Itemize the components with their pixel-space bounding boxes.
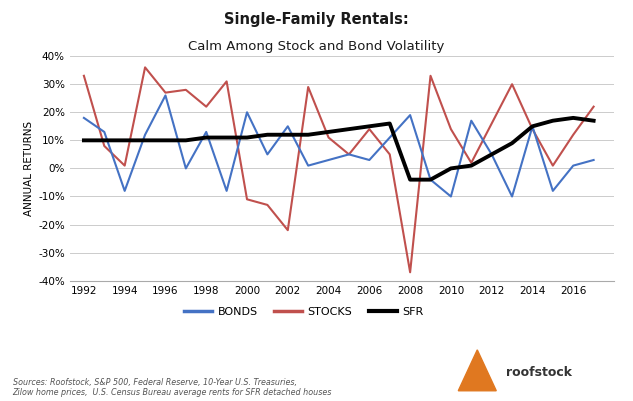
Text: roofstock: roofstock	[506, 366, 572, 379]
Text: Single-Family Rentals:: Single-Family Rentals:	[224, 12, 409, 27]
Text: Sources: Roofstock, S&P 500, Federal Reserve, 10-Year U.S. Treasuries,
Zilow hom: Sources: Roofstock, S&P 500, Federal Res…	[13, 378, 332, 397]
Polygon shape	[458, 350, 496, 391]
Y-axis label: ANNUAL RETURNS: ANNUAL RETURNS	[24, 121, 34, 216]
Text: Calm Among Stock and Bond Volatility: Calm Among Stock and Bond Volatility	[188, 40, 445, 53]
Legend: BONDS, STOCKS, SFR: BONDS, STOCKS, SFR	[180, 302, 428, 321]
